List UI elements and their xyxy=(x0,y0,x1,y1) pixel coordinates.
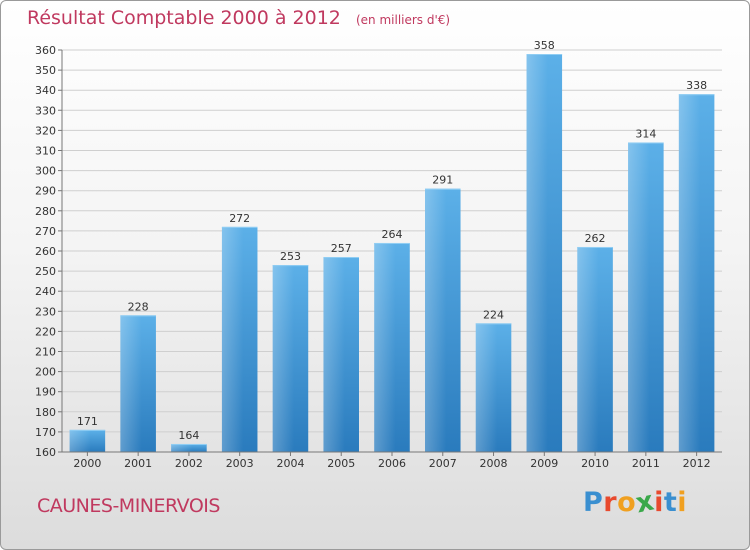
data-label: 272 xyxy=(229,212,250,225)
y-tick-label: 210 xyxy=(35,346,56,359)
y-tick-label: 320 xyxy=(35,124,56,137)
logo-letter: t xyxy=(663,487,678,518)
y-tick-label: 290 xyxy=(35,185,56,198)
bar-highlight xyxy=(323,257,359,452)
y-tick-label: 280 xyxy=(35,205,56,218)
logo-letter: i xyxy=(677,487,688,518)
y-tick-label: 340 xyxy=(35,84,56,97)
bar-highlight xyxy=(628,142,664,452)
y-tick-label: 330 xyxy=(35,104,56,117)
bar-layer xyxy=(69,54,715,453)
data-label: 358 xyxy=(534,39,555,52)
x-tick-label: 2006 xyxy=(378,457,406,470)
x-tick-label: 2002 xyxy=(175,457,203,470)
chart-subtitle: (en milliers d'€) xyxy=(355,13,451,27)
x-tick-label: 2007 xyxy=(429,457,457,470)
bar-highlight xyxy=(526,54,563,453)
bar-highlight xyxy=(171,443,207,452)
chart-title: Résultat Comptable 2000 à 2012 xyxy=(27,7,341,29)
y-tick-label: 200 xyxy=(35,366,56,379)
title-row: Résultat Comptable 2000 à 2012 (en milli… xyxy=(27,7,450,29)
y-tick-label: 230 xyxy=(35,305,56,318)
data-label: 164 xyxy=(178,429,199,442)
y-tick-label: 310 xyxy=(35,145,56,158)
x-tick-label: 2004 xyxy=(276,457,304,470)
x-tick-label: 2009 xyxy=(530,457,558,470)
bar-highlight xyxy=(272,265,309,452)
data-label: 171 xyxy=(77,415,98,428)
x-tick-label: 2008 xyxy=(480,457,508,470)
x-tick-label: 2003 xyxy=(226,457,254,470)
y-tick-label: 160 xyxy=(35,446,56,459)
y-tick-label: 270 xyxy=(35,225,56,238)
data-label: 338 xyxy=(686,79,707,92)
x-tick-label: 2012 xyxy=(683,457,711,470)
logo-letter: P xyxy=(583,487,604,518)
commune-name: CAUNES-MINERVOIS xyxy=(37,495,220,517)
data-label: 224 xyxy=(483,308,504,321)
label-layer: 160 170 180 190 200 210 220 230 240 250 260 270 280 2… xyxy=(35,39,711,470)
x-tick-label: 2000 xyxy=(73,457,101,470)
logo-letter: r xyxy=(603,487,618,518)
data-label: 262 xyxy=(585,232,606,245)
bar-highlight xyxy=(475,323,512,452)
bar-highlight xyxy=(120,315,156,452)
x-tick-label: 2011 xyxy=(632,457,660,470)
bar-highlight xyxy=(577,246,613,452)
y-tick-label: 260 xyxy=(35,245,56,258)
x-tick-label: 2005 xyxy=(327,457,355,470)
data-label: 291 xyxy=(432,174,453,187)
y-tick-label: 220 xyxy=(35,325,56,338)
bar-highlight xyxy=(69,429,106,452)
y-tick-label: 240 xyxy=(35,285,56,298)
y-tick-label: 190 xyxy=(35,386,56,399)
y-tick-label: 180 xyxy=(35,406,56,419)
logo-letter: i xyxy=(654,487,664,518)
data-label: 228 xyxy=(128,300,149,313)
y-tick-label: 250 xyxy=(35,265,56,278)
data-label: 314 xyxy=(635,127,656,140)
data-label: 264 xyxy=(382,228,403,241)
proxiti-logo[interactable]: Proxiti xyxy=(583,485,688,519)
y-tick-label: 300 xyxy=(35,165,56,178)
bar-highlight xyxy=(221,226,258,452)
bar-highlight xyxy=(425,188,461,452)
y-tick-label: 360 xyxy=(35,44,56,57)
bar-highlight xyxy=(374,242,410,452)
x-tick-label: 2010 xyxy=(581,457,609,470)
y-tick-label: 350 xyxy=(35,64,56,77)
logo-letter: o xyxy=(617,487,637,518)
data-label: 257 xyxy=(331,242,352,255)
axis-layer xyxy=(58,49,722,456)
bar-highlight xyxy=(678,94,715,452)
x-tick-label: 2001 xyxy=(124,457,152,470)
data-label: 253 xyxy=(280,250,301,263)
y-tick-label: 170 xyxy=(35,426,56,439)
